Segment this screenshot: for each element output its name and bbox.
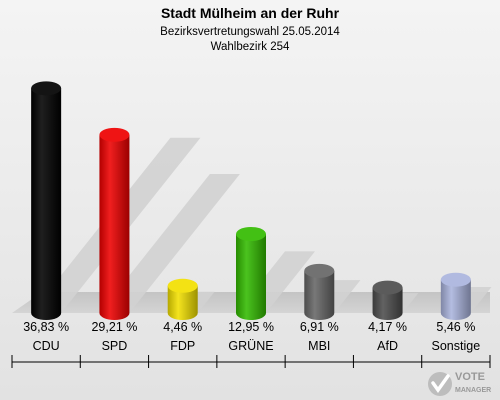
category-label: SPD — [102, 339, 128, 353]
bar-body — [167, 285, 198, 320]
value-label: 36,83 % — [23, 320, 69, 334]
bar-body — [31, 88, 62, 320]
bar-fdp — [167, 278, 198, 320]
bar-mbi — [304, 263, 335, 320]
bar-body — [99, 134, 130, 320]
bar-afd — [372, 280, 403, 320]
bar-cap — [304, 263, 335, 278]
value-label: 29,21 % — [91, 320, 137, 334]
value-label: 4,46 % — [163, 320, 202, 334]
chart-subtitle: Bezirksvertretungswahl 25.05.2014 — [160, 26, 340, 38]
bar-body — [304, 270, 335, 320]
logo-text-manager: MANAGER — [455, 387, 491, 394]
bars — [31, 81, 471, 320]
bar-cdu — [31, 81, 62, 320]
category-labels: CDU SPD FDP GRÜNE MBI AfD Sonstige — [33, 339, 481, 353]
x-axis-ticks — [11, 355, 491, 368]
chart-title: Stadt Mülheim an der Ruhr — [161, 5, 340, 21]
logo-text-vote: VOTE — [455, 371, 485, 383]
bar-sonstige — [440, 272, 471, 320]
bar-cap — [167, 278, 198, 293]
checkmark-icon — [428, 372, 452, 396]
chart-subtitle-district: Wahlbezirk 254 — [211, 41, 290, 53]
category-label: GRÜNE — [228, 339, 273, 353]
value-labels: 36,83 % 29,21 % 4,46 % 12,95 % 6,91 % 4,17 % 5… — [23, 320, 475, 334]
bar-body — [236, 234, 266, 320]
bar-cap — [372, 280, 403, 295]
value-label: 5,46 % — [436, 320, 475, 334]
value-label: 12,95 % — [228, 320, 274, 334]
bar-cap — [236, 227, 266, 242]
category-label: MBI — [308, 339, 330, 353]
bar-cap — [99, 127, 130, 142]
bar-body — [440, 279, 471, 320]
bar-cap — [440, 272, 471, 287]
category-label: AfD — [377, 339, 398, 353]
bar-body — [372, 287, 403, 320]
value-label: 4,17 % — [368, 320, 407, 334]
value-label: 6,91 % — [300, 320, 339, 334]
category-label: Sonstige — [432, 339, 481, 353]
category-label: FDP — [170, 339, 195, 353]
bar-grüne — [236, 227, 266, 320]
category-label: CDU — [33, 339, 60, 353]
bar-spd — [99, 127, 130, 320]
vote-manager-logo: VOTE MANAGER — [428, 371, 491, 396]
bar-shadow — [99, 174, 240, 313]
bar-cap — [31, 81, 62, 96]
